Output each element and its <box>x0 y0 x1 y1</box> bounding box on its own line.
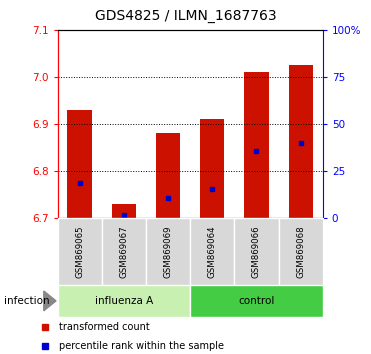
Bar <box>279 218 323 285</box>
Bar <box>102 218 146 285</box>
Bar <box>200 119 224 218</box>
Text: infection: infection <box>4 296 49 306</box>
Text: GSM869067: GSM869067 <box>119 225 128 278</box>
Text: GDS4825 / ILMN_1687763: GDS4825 / ILMN_1687763 <box>95 9 276 23</box>
Bar <box>156 133 180 218</box>
Bar <box>190 285 323 317</box>
Bar <box>58 218 102 285</box>
Bar <box>244 72 269 218</box>
Text: control: control <box>238 296 275 306</box>
Text: transformed count: transformed count <box>59 322 150 332</box>
Text: percentile rank within the sample: percentile rank within the sample <box>59 341 224 351</box>
Text: GSM869064: GSM869064 <box>208 225 217 278</box>
Bar <box>289 65 313 218</box>
Bar <box>146 218 190 285</box>
Bar <box>112 204 136 218</box>
Text: GSM869069: GSM869069 <box>164 225 173 278</box>
Text: GSM869065: GSM869065 <box>75 225 84 278</box>
Bar <box>190 218 234 285</box>
Text: influenza A: influenza A <box>95 296 153 306</box>
Bar <box>68 110 92 218</box>
Text: GSM869066: GSM869066 <box>252 225 261 278</box>
Bar <box>58 285 190 317</box>
Bar <box>234 218 279 285</box>
Text: GSM869068: GSM869068 <box>296 225 305 278</box>
